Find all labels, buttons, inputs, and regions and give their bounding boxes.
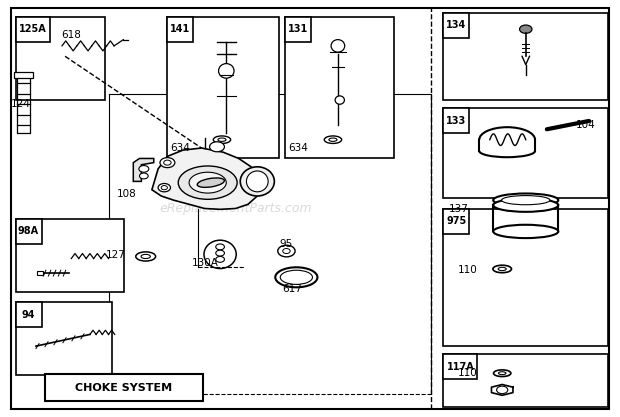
Bar [167,17,279,158]
Ellipse shape [494,198,558,212]
Bar [37,271,43,275]
Ellipse shape [247,171,268,192]
Text: 618: 618 [61,30,81,40]
Text: 131: 131 [288,24,308,34]
Circle shape [278,245,295,257]
Bar [443,108,608,198]
Circle shape [160,158,175,168]
Bar [167,17,193,42]
Circle shape [216,256,224,262]
Ellipse shape [213,136,231,143]
Bar [16,302,112,375]
Text: 130A: 130A [192,258,219,268]
Bar [16,219,42,244]
Bar [14,72,33,78]
Ellipse shape [189,172,226,193]
Text: eReplacementParts.com: eReplacementParts.com [159,202,312,215]
Ellipse shape [335,96,345,104]
Ellipse shape [141,254,150,259]
Ellipse shape [331,40,345,52]
Ellipse shape [329,138,337,141]
Circle shape [140,173,148,179]
Text: 975: 975 [446,216,466,226]
Bar [443,13,608,100]
Text: 134: 134 [446,20,466,30]
Bar [443,354,477,379]
Bar [285,17,311,42]
Text: 634: 634 [170,143,190,153]
Text: 141: 141 [170,24,190,34]
Ellipse shape [498,267,506,271]
Circle shape [139,166,149,172]
Text: 125A: 125A [19,24,46,34]
Ellipse shape [204,240,236,269]
Circle shape [164,160,171,165]
Circle shape [210,142,224,152]
Ellipse shape [498,372,506,374]
Circle shape [283,249,290,254]
Text: 98A: 98A [18,226,39,236]
Text: 617: 617 [282,284,302,294]
Text: 133: 133 [446,116,466,126]
Text: 95: 95 [279,239,292,249]
Bar [443,13,469,38]
Ellipse shape [218,138,226,141]
Circle shape [158,183,170,192]
Ellipse shape [502,196,550,205]
Text: 127: 127 [105,250,125,260]
Polygon shape [152,148,260,209]
Circle shape [520,25,532,33]
Circle shape [216,250,224,256]
Text: 117A: 117A [446,362,474,372]
Text: 137: 137 [449,203,469,214]
Bar [16,219,124,292]
Circle shape [497,386,508,394]
Circle shape [216,244,224,250]
Ellipse shape [218,64,234,78]
Ellipse shape [179,166,237,199]
Ellipse shape [494,370,511,377]
Text: 110: 110 [458,368,477,378]
Bar [443,208,469,234]
Bar [16,17,50,42]
Ellipse shape [241,167,275,196]
Text: 108: 108 [117,189,136,199]
Ellipse shape [136,252,156,261]
Bar [443,354,608,407]
Text: 634: 634 [288,143,308,153]
Text: 104: 104 [575,120,595,130]
Text: 124: 124 [11,99,31,109]
Text: 110: 110 [458,265,477,275]
Ellipse shape [494,193,558,207]
Bar [16,302,42,327]
Ellipse shape [280,270,312,284]
Ellipse shape [494,225,558,238]
Text: CHOKE SYSTEM: CHOKE SYSTEM [75,383,172,392]
Polygon shape [133,158,154,181]
Bar [443,108,469,133]
Bar [45,374,203,401]
Ellipse shape [275,267,317,287]
Text: 94: 94 [22,310,35,320]
Ellipse shape [197,178,224,187]
Ellipse shape [324,136,342,143]
Bar [443,208,608,346]
Ellipse shape [493,265,512,273]
Circle shape [161,186,167,190]
Bar [285,17,394,158]
Bar [16,17,105,100]
